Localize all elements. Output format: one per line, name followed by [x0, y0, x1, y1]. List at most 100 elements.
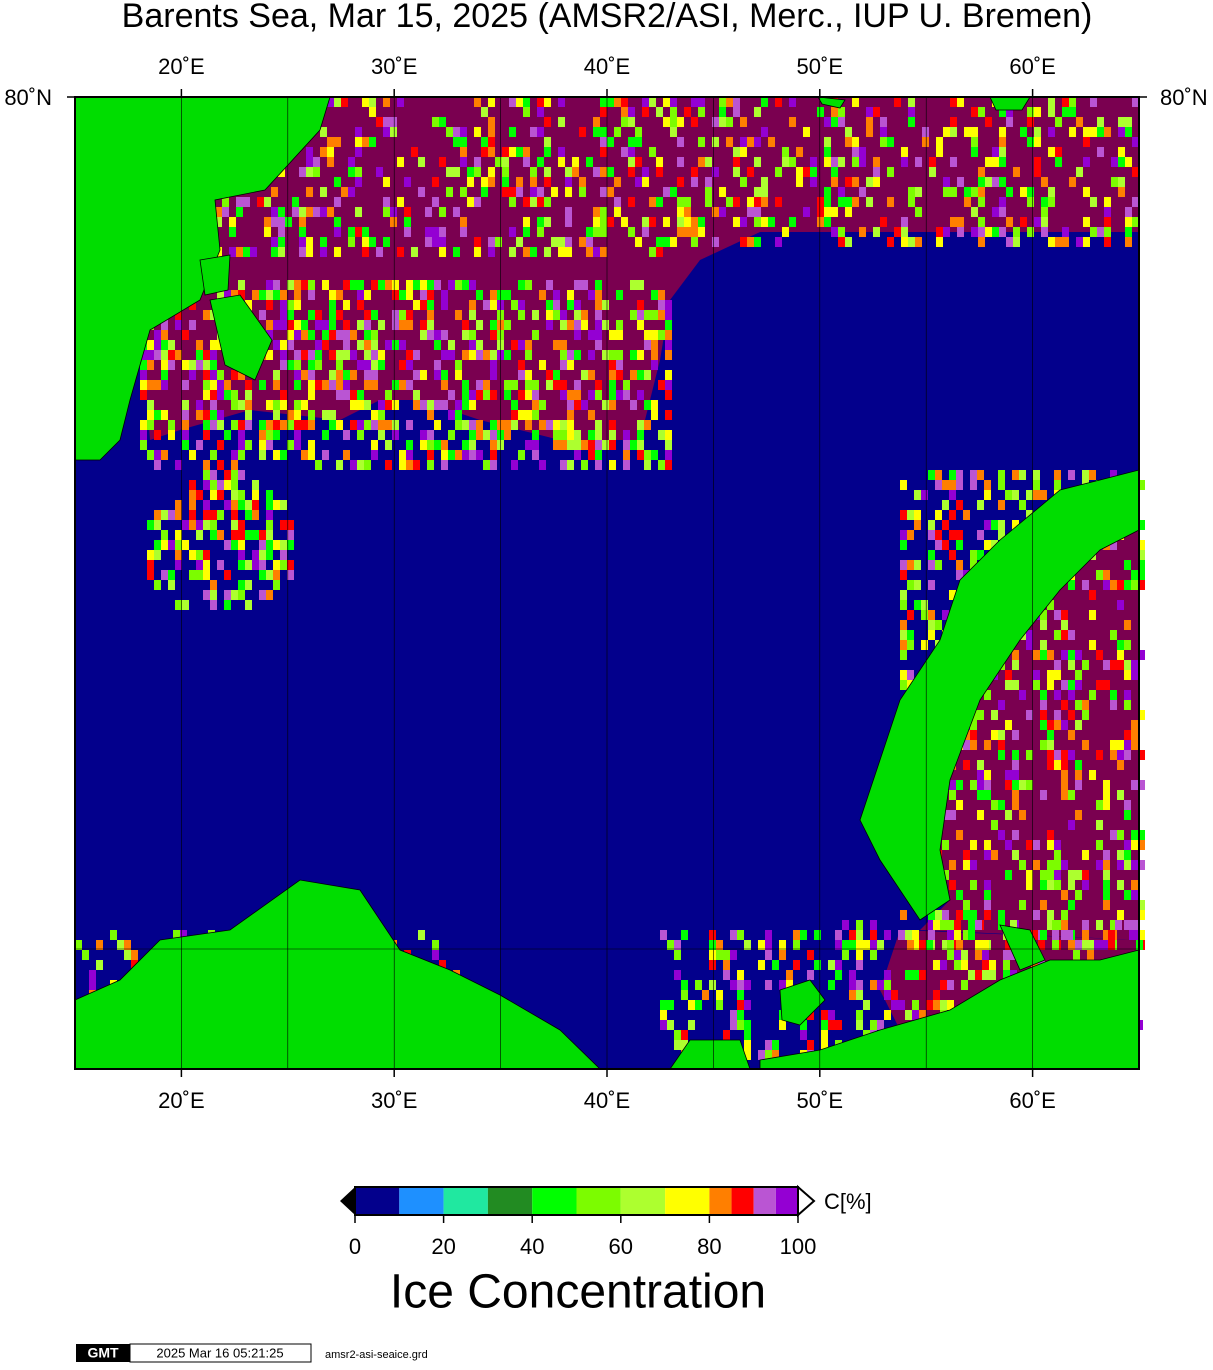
ice-cell [957, 177, 964, 187]
ice-cell [567, 410, 574, 420]
ice-cell [912, 1010, 919, 1020]
ice-cell [357, 320, 364, 330]
ice-cell [385, 420, 392, 430]
ice-cell [1096, 570, 1103, 580]
ice-cell [964, 127, 971, 137]
ice-cell [455, 280, 462, 290]
ice-cell [525, 380, 532, 390]
colorbar-bin [355, 1187, 400, 1215]
ice-cell [1041, 177, 1048, 187]
ice-cell [273, 560, 280, 570]
ice-cell [460, 157, 467, 167]
ice-cell [852, 197, 859, 207]
ice-cell [999, 127, 1006, 137]
ice-cell [245, 440, 252, 450]
ice-cell [838, 117, 845, 127]
ice-cell [635, 237, 642, 247]
ice-cell [530, 167, 537, 177]
ice-cell [963, 910, 970, 920]
ice-cell [968, 930, 975, 940]
ice-cell [572, 157, 579, 167]
ice-cell [280, 400, 287, 410]
ice-cell [730, 1020, 737, 1030]
ice-cell [607, 137, 614, 147]
ice-cell [560, 350, 567, 360]
ice-cell [623, 430, 630, 440]
ice-cell [789, 217, 796, 227]
ice-cell [1111, 177, 1118, 187]
ice-cell [147, 400, 154, 410]
ice-cell [357, 300, 364, 310]
ice-cell [733, 157, 740, 167]
ice-cell [474, 157, 481, 167]
ice-cell [238, 540, 245, 550]
ice-cell [203, 310, 210, 320]
ice-cell [110, 930, 117, 940]
ice-cell [406, 380, 413, 390]
ice-cell [322, 320, 329, 330]
ice-cell [280, 420, 287, 430]
ice-cell [154, 580, 161, 590]
ice-cell [488, 147, 495, 157]
ice-cell [1061, 630, 1068, 640]
ice-cell [210, 520, 217, 530]
ice-cell [530, 187, 537, 197]
ice-cell [334, 177, 341, 187]
ice-cell [1055, 237, 1062, 247]
ice-cell [560, 340, 567, 350]
ice-cell [355, 167, 362, 177]
ice-cell [224, 390, 231, 400]
ice-cell [154, 460, 161, 470]
ice-cell [928, 620, 935, 630]
ice-cell [1103, 570, 1110, 580]
ice-cell [1054, 660, 1061, 670]
ice-cell [518, 340, 525, 350]
ice-cell [838, 187, 845, 197]
ice-cell [357, 430, 364, 440]
ice-cell [462, 280, 469, 290]
ice-cell [1125, 237, 1132, 247]
ice-cell [334, 137, 341, 147]
ice-cell [880, 117, 887, 127]
ice-cell [884, 970, 891, 980]
ice-cell [1040, 930, 1047, 940]
ice-cell [1087, 940, 1094, 950]
ice-cell [667, 1000, 674, 1010]
ice-cell [740, 117, 747, 127]
ice-cell [956, 830, 963, 840]
ice-cell [1040, 880, 1047, 890]
ice-cell [705, 197, 712, 207]
ice-cell [544, 167, 551, 177]
ice-cell [327, 137, 334, 147]
ice-cell [1110, 660, 1117, 670]
ice-cell [175, 510, 182, 520]
ice-cell [877, 1020, 884, 1030]
ice-cell [859, 147, 866, 157]
ice-cell [765, 930, 772, 940]
ice-cell [999, 107, 1006, 117]
ice-cell [824, 117, 831, 127]
ice-cell [730, 950, 737, 960]
ice-cell [1040, 650, 1047, 660]
ice-cell [681, 1040, 688, 1050]
ice-cell [595, 430, 602, 440]
ice-cell [971, 107, 978, 117]
ice-cell [509, 227, 516, 237]
logo: GMT [87, 1345, 119, 1361]
ice-cell [525, 440, 532, 450]
ice-cell [623, 390, 630, 400]
ice-cell [418, 157, 425, 167]
ice-cell [719, 187, 726, 197]
ice-cell [744, 1000, 751, 1010]
ice-cell [957, 97, 964, 107]
ice-cell [595, 450, 602, 460]
ice-cell [441, 330, 448, 340]
ice-cell [928, 630, 935, 640]
colorbar-label: Ice Concentration [390, 1266, 766, 1319]
ice-cell [271, 237, 278, 247]
ice-cell [362, 227, 369, 237]
ice-cell [733, 107, 740, 117]
ice-cell [1104, 197, 1111, 207]
ice-cell [793, 940, 800, 950]
ice-cell [383, 97, 390, 107]
